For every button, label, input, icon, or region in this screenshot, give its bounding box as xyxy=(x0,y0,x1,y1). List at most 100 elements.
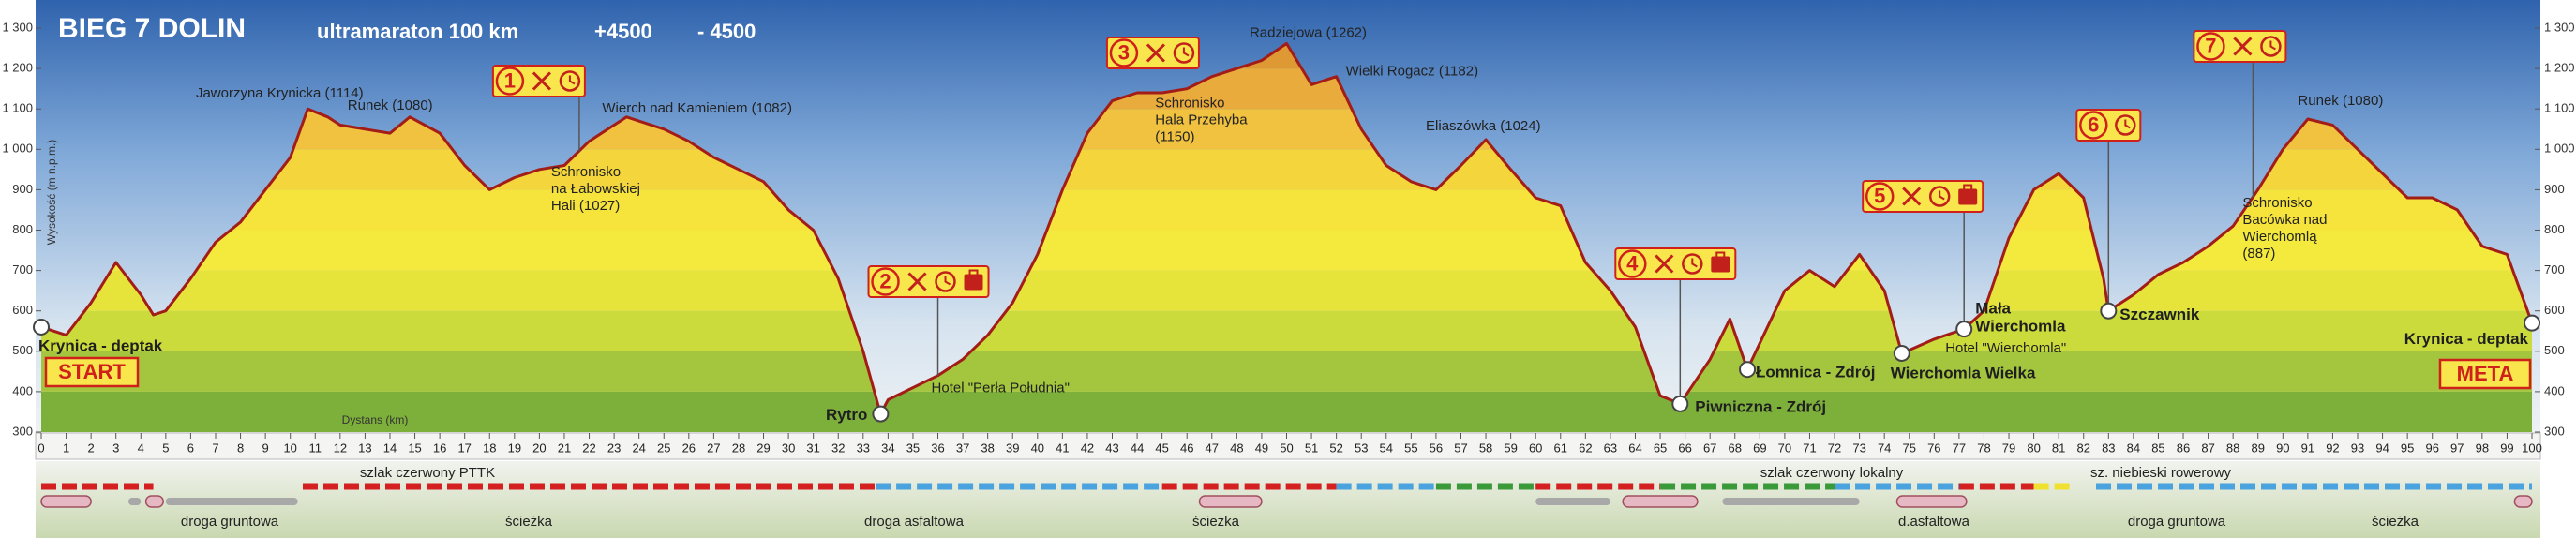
x-tick-label: 51 xyxy=(1305,441,1318,455)
x-tick-label: 96 xyxy=(2425,441,2438,455)
x-tick-label: 2 xyxy=(88,441,95,455)
surface-dirt xyxy=(165,498,298,505)
x-tick-label: 29 xyxy=(756,441,770,455)
checkpoint-badge xyxy=(871,267,900,296)
icon-clock-hands xyxy=(2269,40,2276,51)
peak-annotation: Schronisko xyxy=(551,164,621,180)
y-tick-label-right: 600 xyxy=(2544,303,2565,317)
x-tick-label: 49 xyxy=(1255,441,1268,455)
x-tick-label: 19 xyxy=(508,441,521,455)
x-tick-label: 24 xyxy=(632,441,645,455)
surface-asphalt xyxy=(2513,495,2533,508)
finish-label: META xyxy=(2457,362,2514,385)
x-tick-label: 46 xyxy=(1180,441,1193,455)
y-tick-label-right: 1 000 xyxy=(2544,142,2575,156)
x-tick-label: 75 xyxy=(1903,441,1916,455)
peak-annotation: na Łabowskiej xyxy=(551,181,640,197)
x-tick-label: 6 xyxy=(187,441,194,455)
x-tick-label: 10 xyxy=(283,441,296,455)
x-tick-label: 89 xyxy=(2251,441,2264,455)
x-tick-label: 81 xyxy=(2052,441,2065,455)
surface-label: ścieżka xyxy=(2372,514,2419,530)
surface-asphalt xyxy=(1198,495,1263,508)
x-tick-label: 0 xyxy=(37,441,44,455)
route-info-strip xyxy=(36,461,2540,538)
surface-label: droga gruntowa xyxy=(181,514,279,530)
place-label: Wierchomla xyxy=(1975,318,2066,336)
elevation-band xyxy=(41,391,2532,432)
elevation-band xyxy=(41,351,2532,392)
icon-bag-handle xyxy=(968,269,979,276)
x-tick-label: 35 xyxy=(906,441,920,455)
place-label: Szczawnik xyxy=(2119,306,2200,323)
x-tick-label: 50 xyxy=(1280,441,1293,455)
place-marker xyxy=(2524,314,2540,332)
peak-annotation: Radziejowa (1262) xyxy=(1250,24,1367,40)
icon-clock-hands xyxy=(1691,258,1698,268)
x-tick-label: 3 xyxy=(112,441,119,455)
x-tick-label: 87 xyxy=(2201,441,2214,455)
checkpoint-number: 4 xyxy=(1626,251,1639,275)
y-tick-label: 1 000 xyxy=(2,142,33,156)
x-tick-label: 27 xyxy=(707,441,720,455)
x-tick-label: 12 xyxy=(334,441,347,455)
x-tick-label: 72 xyxy=(1828,441,1841,455)
peak-annotation: (887) xyxy=(2242,246,2275,262)
peak-annotation: Wierchomlą xyxy=(2242,229,2317,245)
icon-cutlery xyxy=(1902,187,1922,206)
x-tick-label: 68 xyxy=(1729,441,1742,455)
surface-label: d.asfaltowa xyxy=(1898,514,1970,530)
x-tick-label: 94 xyxy=(2375,441,2389,455)
finish-box xyxy=(2438,358,2532,390)
ascent: +4500 xyxy=(594,20,652,43)
x-tick-label: 91 xyxy=(2301,441,2314,455)
peak-annotation: Wierch nad Kamieniem (1082) xyxy=(602,100,792,116)
place-label: Piwniczna - Zdrój xyxy=(1695,397,1826,415)
x-tick-label: 47 xyxy=(1206,441,1219,455)
place-label: Łomnica - Zdrój xyxy=(1756,364,1876,381)
checkpoint-badge xyxy=(1109,38,1139,67)
icon-clock-hands xyxy=(2124,119,2131,129)
x-tick-label: 84 xyxy=(2127,441,2140,455)
checkpoint-badge xyxy=(495,67,525,96)
checkpoint-number: 1 xyxy=(504,68,516,92)
x-tick-label: 71 xyxy=(1803,441,1816,455)
x-tick-label: 79 xyxy=(2002,441,2015,455)
x-tick-label: 60 xyxy=(1529,441,1542,455)
x-tick-label: 66 xyxy=(1678,441,1691,455)
icon-clock-hands xyxy=(1182,47,1190,57)
x-tick-label: 7 xyxy=(212,441,218,455)
x-tick-label: 83 xyxy=(2102,441,2115,455)
place-marker xyxy=(33,318,50,336)
y-tick-label: 400 xyxy=(12,383,33,397)
y-tick-label: 300 xyxy=(12,424,33,438)
x-tick-label: 37 xyxy=(956,441,969,455)
x-tick-label: 65 xyxy=(1654,441,1667,455)
x-tick-label: 58 xyxy=(1479,441,1492,455)
x-tick-label: 44 xyxy=(1131,441,1144,455)
surface-dirt xyxy=(1535,498,1610,505)
descent: - 4500 xyxy=(697,20,756,43)
x-tick-label: 48 xyxy=(1230,441,1243,455)
checkpoint-badge xyxy=(1865,182,1895,211)
chart-title: BIEG 7 DOLIN xyxy=(58,13,246,44)
y-tick-label: 600 xyxy=(12,303,33,317)
y-tick-label: 1 100 xyxy=(2,101,33,115)
place-label: Krynica - deptak xyxy=(38,336,163,354)
peak-annotation: Hala Przehyba xyxy=(1155,112,1248,128)
y-tick-label-right: 500 xyxy=(2544,343,2565,357)
x-tick-label: 78 xyxy=(1977,441,1990,455)
x-tick-label: 8 xyxy=(237,441,244,455)
x-tick-label: 14 xyxy=(383,441,397,455)
trail-label: szlak czerwony PTTK xyxy=(360,465,495,481)
checkpoint-number: 2 xyxy=(879,269,891,292)
y-tick-label-right: 1 100 xyxy=(2544,101,2575,115)
surface-dirt xyxy=(127,498,142,505)
x-tick-label: 41 xyxy=(1056,441,1069,455)
x-tick-label: 15 xyxy=(408,441,421,455)
checkpoint-box xyxy=(867,265,990,298)
surface-asphalt xyxy=(40,495,92,508)
checkpoint-number: 3 xyxy=(1118,40,1130,64)
x-tick-label: 40 xyxy=(1031,441,1044,455)
